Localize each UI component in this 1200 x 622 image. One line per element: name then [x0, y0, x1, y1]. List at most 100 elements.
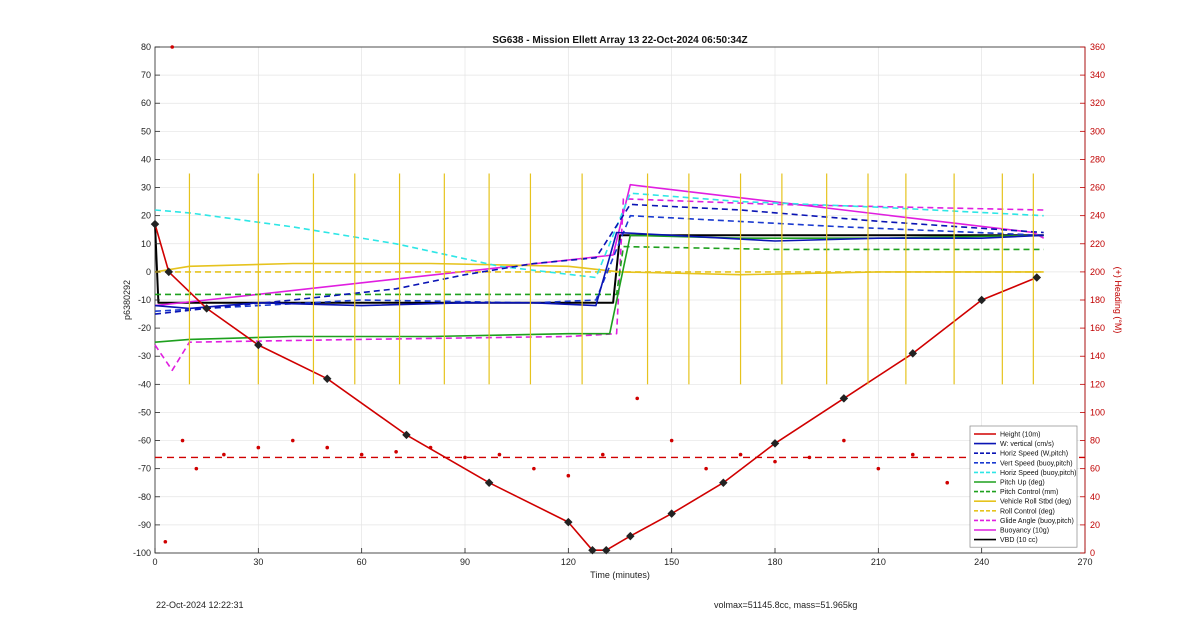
- series-line: [154, 234, 1044, 343]
- y2-tick-label: 160: [1090, 323, 1105, 333]
- y2-tick-label: 340: [1090, 70, 1105, 80]
- x-tick-label: 240: [974, 557, 989, 567]
- heading-dot: [256, 445, 261, 450]
- height-marker: [839, 394, 849, 403]
- x-tick-label: 60: [357, 557, 367, 567]
- x-tick-label: 210: [871, 557, 886, 567]
- heading-dot: [222, 452, 226, 457]
- y-tick-label: -10: [138, 295, 151, 305]
- y2-tick-label: 240: [1090, 211, 1105, 221]
- series-line: [154, 203, 1044, 315]
- x-axis-ticks: 0 30 60 90 120 150 180 210 240 270: [152, 548, 1093, 567]
- heading-dot: [359, 452, 364, 457]
- legend-label: Height (10m): [1000, 432, 1040, 439]
- y2-tick-label: 120: [1090, 379, 1105, 389]
- heading-dot: [910, 452, 915, 457]
- y-axis-ticks: -100-90-80-70-60-50-40-30-20-10010203040…: [133, 42, 160, 558]
- heading-dot: [532, 466, 536, 471]
- series-line: [154, 223, 1038, 552]
- height-marker: [1032, 273, 1042, 282]
- x-tick-label: 270: [1077, 557, 1092, 567]
- y-tick-label: 20: [141, 211, 151, 221]
- x-tick-label: 30: [253, 557, 263, 567]
- y2-tick-label: 360: [1090, 42, 1105, 52]
- y2-tick-label: 300: [1090, 126, 1105, 136]
- y2-tick-label: 180: [1090, 295, 1105, 305]
- heading-dot: [394, 450, 398, 454]
- legend-label: Pitch Control (mm): [1000, 489, 1058, 496]
- legend-label: W: vertical (cm/s): [1000, 441, 1054, 448]
- y-tick-label: -50: [138, 407, 151, 417]
- legend-label: Roll Control (deg): [1000, 508, 1055, 515]
- height-marker: [202, 304, 211, 313]
- y2-tick-label: 200: [1090, 267, 1105, 277]
- y2-tick-label: 320: [1090, 98, 1105, 108]
- series-line: [154, 224, 1044, 304]
- heading-dot: [738, 452, 743, 457]
- y-tick-label: 40: [141, 154, 151, 164]
- heading-dot: [170, 45, 175, 49]
- y-tick-label: -70: [138, 464, 151, 474]
- legend-label: VBD (10 cc): [1000, 537, 1038, 544]
- legend-label: Pitch Up (deg): [1000, 480, 1045, 487]
- series-line: [154, 198, 1044, 372]
- heading-dot: [463, 455, 467, 460]
- y-tick-label: 0: [146, 267, 151, 277]
- heading-dot: [290, 438, 295, 443]
- footer-timestamp: 22-Oct-2024 12:22:31: [156, 600, 244, 610]
- height-marker: [770, 439, 780, 448]
- height-marker: [977, 295, 986, 305]
- y-axis-label: p6380292: [122, 280, 132, 320]
- y2-tick-label: 80: [1090, 436, 1100, 446]
- heading-dot: [566, 473, 571, 478]
- y2-tick-label: 260: [1090, 183, 1105, 193]
- y2-tick-label: 280: [1090, 154, 1105, 164]
- heading-dot: [945, 480, 950, 485]
- y-tick-label: 80: [141, 42, 151, 52]
- heading-dot: [428, 445, 433, 450]
- x-tick-label: 120: [561, 557, 576, 567]
- heading-dot: [669, 438, 674, 443]
- height-marker: [322, 374, 332, 383]
- heading-dot: [704, 466, 708, 471]
- heading-dot: [163, 539, 168, 544]
- y-tick-label: 60: [141, 98, 151, 108]
- y2-tick-label: 60: [1090, 464, 1100, 474]
- height-marker: [484, 478, 494, 487]
- legend-box: [969, 425, 1078, 548]
- height-marker: [719, 478, 728, 487]
- legend-label: Buoyancy (10g): [1000, 528, 1049, 535]
- heading-dot: [635, 396, 640, 401]
- height-marker: [908, 349, 918, 358]
- heading-dot: [807, 455, 812, 460]
- height-marker: [150, 219, 160, 229]
- y-tick-label: 10: [141, 239, 151, 249]
- series-layer: [150, 45, 1085, 555]
- heading-dot: [842, 438, 846, 443]
- heading-dot: [497, 452, 502, 457]
- y2-tick-label: 20: [1090, 520, 1100, 530]
- x-axis-label: Time (minutes): [590, 570, 650, 580]
- height-marker: [588, 545, 597, 555]
- series-line: [154, 262, 1044, 276]
- legend: Height (10m) W: vertical (cm/s) Horiz Spee…: [969, 425, 1078, 548]
- height-marker: [164, 267, 174, 277]
- series-line: [154, 214, 1044, 312]
- heading-dot: [325, 445, 330, 450]
- legend-label: Vert Speed (buoy,pitch): [1000, 460, 1073, 467]
- series-line: [154, 183, 1045, 307]
- y2-axis-label: (+) Heading (°M): [1113, 267, 1123, 334]
- y-tick-label: -60: [138, 436, 151, 446]
- y-tick-label: -80: [138, 492, 151, 502]
- legend-label: Horiz Speed (buoy,pitch): [1000, 470, 1077, 477]
- y2-tick-label: 40: [1090, 492, 1100, 502]
- height-marker: [626, 531, 635, 541]
- y2-axis-ticks: 0 20 40 60 80 100 120 140 160 180 200 220 240 260 280 3…: [1080, 42, 1105, 558]
- y2-tick-label: 100: [1090, 407, 1105, 417]
- y-tick-label: -30: [138, 351, 151, 361]
- legend-label: Vehicle Roll Stbd (deg): [1000, 499, 1071, 506]
- x-tick-label: 180: [767, 557, 782, 567]
- y-tick-label: 70: [141, 70, 151, 80]
- height-marker: [564, 517, 573, 527]
